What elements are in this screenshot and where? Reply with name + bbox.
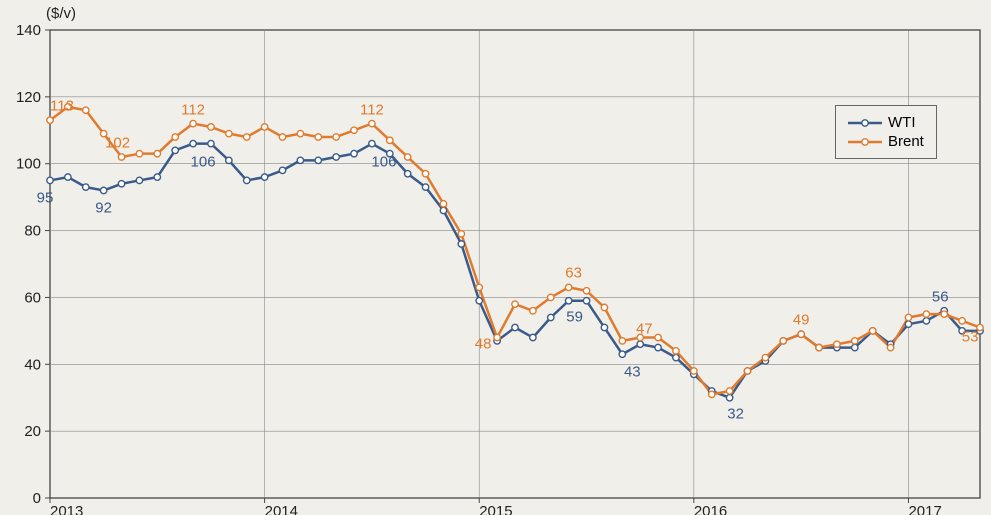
legend-item-wti: WTI bbox=[848, 114, 924, 131]
data-label: 32 bbox=[727, 405, 744, 422]
y-axis-unit-label: ($/v) bbox=[46, 5, 76, 22]
svg-text:2013: 2013 bbox=[50, 503, 83, 515]
data-label: 106 bbox=[191, 153, 216, 170]
data-label: 113 bbox=[50, 98, 74, 115]
data-label: 102 bbox=[105, 135, 130, 152]
data-label: 48 bbox=[475, 335, 492, 352]
legend: WTI Brent bbox=[835, 105, 937, 159]
svg-text:80: 80 bbox=[24, 223, 41, 240]
data-label: 43 bbox=[624, 364, 641, 381]
data-label: 112 bbox=[360, 101, 384, 118]
legend-label: WTI bbox=[888, 114, 916, 131]
legend-swatch bbox=[848, 135, 882, 149]
svg-text:2014: 2014 bbox=[265, 503, 298, 515]
svg-text:0: 0 bbox=[33, 490, 41, 507]
data-label: 106 bbox=[371, 153, 396, 170]
svg-text:140: 140 bbox=[16, 22, 41, 39]
data-label: 59 bbox=[566, 308, 583, 325]
legend-swatch bbox=[848, 116, 882, 130]
svg-text:20: 20 bbox=[24, 423, 41, 440]
svg-text:60: 60 bbox=[24, 289, 41, 306]
data-label: 56 bbox=[932, 288, 949, 305]
svg-text:40: 40 bbox=[24, 356, 41, 373]
legend-label: Brent bbox=[888, 133, 924, 150]
data-label: 95 bbox=[37, 190, 54, 207]
data-label: 47 bbox=[636, 320, 653, 337]
data-label: 49 bbox=[793, 312, 810, 329]
data-label: 63 bbox=[565, 265, 582, 282]
data-label: 92 bbox=[95, 200, 112, 217]
svg-text:120: 120 bbox=[16, 89, 41, 106]
data-label: 53 bbox=[962, 328, 979, 345]
svg-text:2016: 2016 bbox=[694, 503, 727, 515]
data-label: 112 bbox=[181, 101, 205, 118]
legend-item-brent: Brent bbox=[848, 133, 924, 150]
oil-price-chart: 0 20 40 60 80 100 120 140 2013 2014 2015 2016 2017 (… bbox=[0, 0, 991, 515]
svg-text:2017: 2017 bbox=[908, 503, 941, 515]
svg-text:2015: 2015 bbox=[479, 503, 512, 515]
svg-text:100: 100 bbox=[16, 156, 41, 173]
chart-svg: 0 20 40 60 80 100 120 140 2013 2014 2015 2016 2017 bbox=[0, 0, 991, 515]
